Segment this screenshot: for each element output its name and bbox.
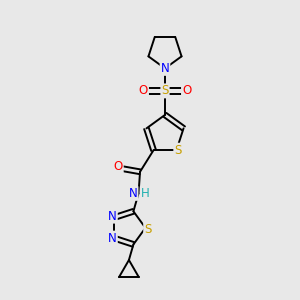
Text: O: O	[139, 84, 148, 98]
Text: N: N	[108, 210, 117, 223]
Text: S: S	[144, 223, 152, 236]
Text: N: N	[129, 187, 137, 200]
Text: O: O	[113, 160, 123, 173]
Text: H: H	[141, 187, 149, 200]
Text: S: S	[174, 144, 182, 157]
Text: N: N	[108, 232, 117, 244]
Text: S: S	[161, 84, 169, 98]
Text: O: O	[182, 84, 191, 98]
Text: N: N	[160, 62, 169, 75]
